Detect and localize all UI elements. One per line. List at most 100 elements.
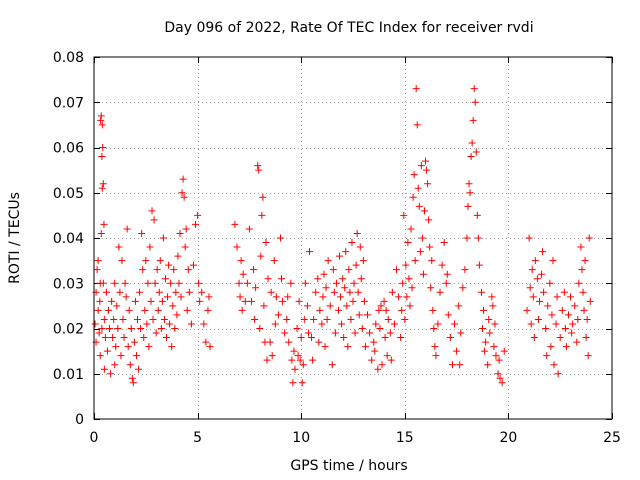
x-tick-label: 25: [603, 430, 621, 446]
data-point: [257, 252, 265, 260]
data-point: [438, 261, 446, 269]
data-point: [383, 352, 391, 360]
data-point: [125, 306, 133, 314]
data-point: [371, 347, 379, 355]
data-point: [129, 379, 137, 387]
data-point: [98, 121, 106, 129]
data-point: [453, 347, 461, 355]
data-point: [315, 338, 323, 346]
data-point: [398, 306, 406, 314]
data-point: [308, 334, 316, 342]
data-point: [448, 361, 456, 369]
data-point: [123, 225, 131, 233]
data-point: [183, 306, 191, 314]
data-point: [455, 302, 463, 310]
data-point: [548, 311, 556, 319]
data-point: [97, 116, 105, 124]
data-point: [255, 166, 263, 174]
data-point: [484, 361, 492, 369]
data-point: [474, 234, 482, 242]
data-point: [93, 266, 101, 274]
data-point: [252, 284, 260, 292]
data-point: [345, 266, 353, 274]
data-point: [172, 288, 180, 296]
data-point: [113, 302, 121, 310]
data-point: [285, 338, 293, 346]
data-point: [395, 293, 403, 301]
data-point: [425, 216, 433, 224]
data-point: [138, 229, 146, 237]
plot-frame: [93, 56, 613, 420]
data-point: [356, 243, 364, 251]
data-point: [95, 329, 103, 337]
data-point: [420, 207, 428, 215]
data-point: [451, 320, 459, 328]
x-axis-label: GPS time / hours: [290, 458, 407, 474]
data-point: [159, 234, 167, 242]
data-point: [260, 302, 268, 310]
data-point: [318, 320, 326, 328]
data-point: [386, 329, 394, 337]
data-point: [278, 275, 286, 283]
data-point: [100, 365, 108, 373]
data-point: [155, 288, 163, 296]
data-point: [442, 279, 450, 287]
data-point: [196, 297, 204, 305]
data-point: [194, 211, 202, 219]
data-point: [319, 293, 327, 301]
data-point: [410, 171, 418, 179]
data-point: [284, 293, 292, 301]
data-point: [584, 352, 592, 360]
data-point: [91, 320, 99, 328]
x-tick-label: 15: [396, 430, 414, 446]
data-point: [418, 234, 426, 242]
data-point: [323, 315, 331, 323]
data-point: [322, 284, 330, 292]
data-point: [101, 334, 109, 342]
data-point: [382, 306, 390, 314]
data-point: [456, 361, 464, 369]
data-point: [485, 315, 493, 323]
data-point: [170, 266, 178, 274]
data-point: [573, 338, 581, 346]
data-point: [481, 347, 489, 355]
data-point: [488, 293, 496, 301]
data-point: [153, 266, 161, 274]
data-point: [254, 162, 262, 170]
data-point: [556, 334, 564, 342]
data-point: [359, 257, 367, 265]
data-point: [475, 261, 483, 269]
data-point: [492, 352, 500, 360]
data-point: [293, 325, 301, 332]
data-point: [297, 334, 305, 342]
data-point: [479, 325, 486, 332]
data-point: [348, 239, 356, 247]
data-point: [561, 325, 569, 332]
data-point: [267, 288, 275, 296]
data-point: [102, 288, 110, 296]
data-point: [434, 320, 442, 328]
data-point: [312, 288, 320, 296]
data-point: [580, 306, 588, 314]
data-point: [136, 288, 144, 296]
data-point: [158, 297, 166, 305]
data-point: [177, 293, 185, 301]
data-point: [339, 275, 347, 283]
data-point: [301, 279, 309, 287]
data-point: [305, 248, 313, 256]
data-point: [169, 302, 177, 310]
data-point: [204, 306, 212, 314]
data-point: [414, 184, 422, 192]
data-point: [535, 297, 543, 305]
data-point: [407, 225, 415, 233]
data-point: [377, 302, 385, 310]
data-point: [494, 370, 502, 378]
data-point: [324, 257, 332, 265]
data-point: [239, 270, 247, 278]
data-point: [122, 293, 130, 301]
data-point: [145, 343, 153, 351]
data-point: [553, 293, 561, 301]
data-point: [150, 216, 158, 224]
data-point: [98, 153, 106, 161]
data-point: [236, 293, 244, 301]
